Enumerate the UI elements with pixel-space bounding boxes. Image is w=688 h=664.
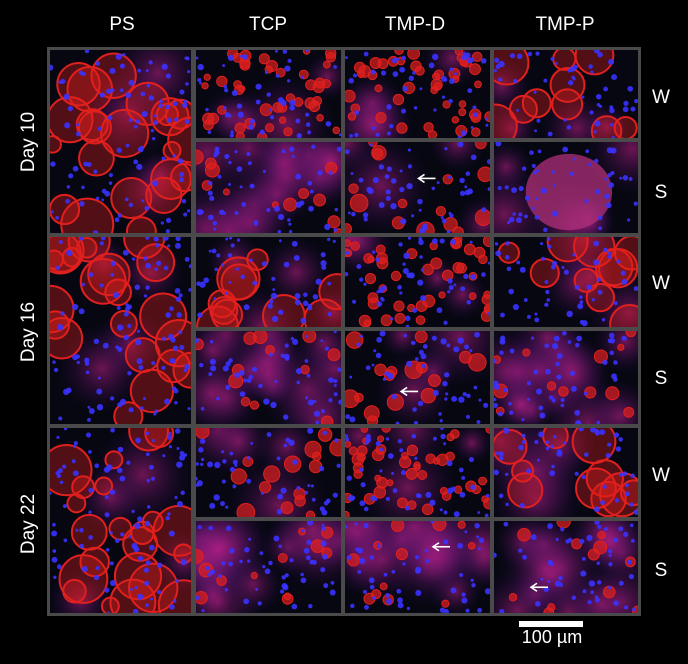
micrograph-tmpd-day22-w [345,428,490,517]
micrograph-tmpp-day10-w [494,50,638,138]
micrograph-tcp-day22-s [196,521,341,613]
scale-bar [519,621,583,627]
micrograph-tmpp-day22-s [494,521,638,613]
arrow-marker [529,582,548,592]
row-label-day-10: Day 10 [18,111,39,173]
micrograph-tmpd-day16-s [345,331,490,424]
scale-bar-label: 100 µm [521,627,583,647]
arrow-marker [417,173,436,184]
column-label-tmp-d: TMP-D [384,14,446,35]
condition-label-s: S [654,368,668,389]
micrograph-tcp-day10-w [196,50,341,138]
micrograph-tcp-day22-w [196,428,341,517]
arrow-marker [399,386,419,397]
micrograph-tmpp-day16-s [494,331,638,424]
micrograph-ps-day22 [50,428,191,613]
micrograph-tmpd-day16-w [345,237,490,327]
arrow-marker [431,542,450,552]
micrograph-grid [47,47,641,616]
condition-label-w: W [652,87,670,108]
column-label-ps: PS [109,14,135,35]
condition-label-s: S [654,182,668,203]
row-label-day-16: Day 16 [18,301,39,363]
micrograph-tcp-day16-s [196,331,341,424]
row-label-day-22: Day 22 [18,493,39,555]
condition-label-s: S [654,560,668,581]
column-label-tmp-p: TMP-P [535,14,595,35]
micrograph-ps-day10 [50,50,191,233]
micrograph-tmpd-day10-s [345,142,490,233]
condition-label-w: W [652,465,670,486]
micrograph-tmpp-day10-s [494,142,638,233]
micrograph-tmpp-day22-w [494,428,638,517]
micrograph-tmpd-day10-w [345,50,490,138]
micrograph-ps-day16 [50,237,191,424]
micrograph-tcp-day16-w [196,237,341,327]
micrograph-tmpp-day16-w [494,237,638,327]
micrograph-tcp-day10-s [196,142,341,233]
condition-label-w: W [652,273,670,294]
column-label-tcp: TCP [249,14,287,35]
micrograph-tmpd-day22-s [345,521,490,613]
